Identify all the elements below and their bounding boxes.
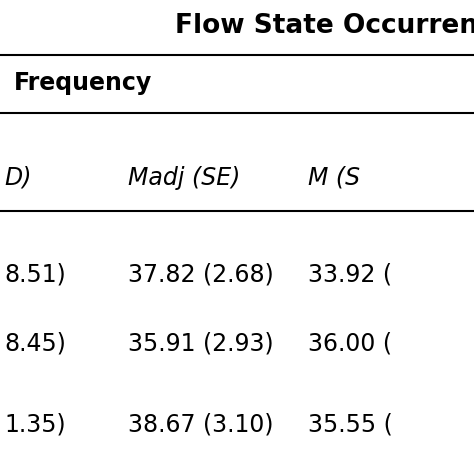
Text: 35.55 (: 35.55 ( (308, 412, 393, 436)
Text: 8.51): 8.51) (5, 263, 66, 287)
Text: M (S: M (S (308, 166, 360, 190)
Text: D): D) (5, 166, 32, 190)
Text: Madj (SE): Madj (SE) (128, 166, 240, 190)
Text: 37.82 (2.68): 37.82 (2.68) (128, 263, 273, 287)
Text: 35.91 (2.93): 35.91 (2.93) (128, 332, 273, 356)
Text: Flow State Occurrence: Flow State Occurrence (175, 13, 474, 39)
Text: Frequency: Frequency (14, 71, 153, 95)
Text: 33.92 (: 33.92 ( (308, 263, 392, 287)
Text: 36.00 (: 36.00 ( (308, 332, 392, 356)
Text: 1.35): 1.35) (5, 412, 66, 436)
Text: 8.45): 8.45) (5, 332, 67, 356)
Text: 38.67 (3.10): 38.67 (3.10) (128, 412, 273, 436)
